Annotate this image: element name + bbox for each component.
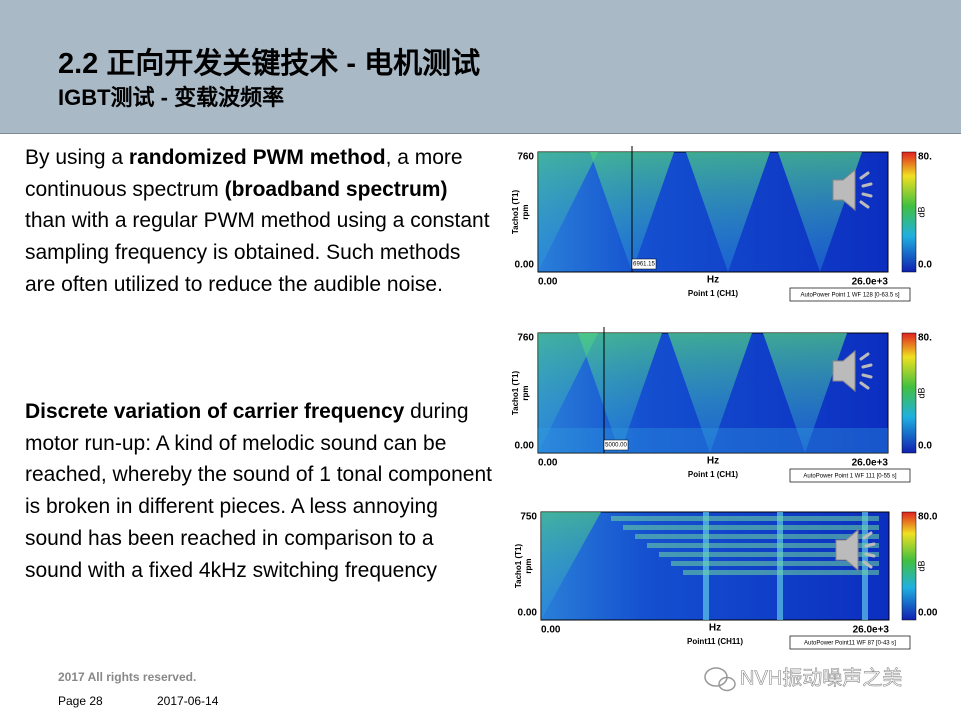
text-run: during motor run-up: A kind of melodic s… [25, 400, 492, 582]
colorbar [901, 151, 917, 273]
text-run: randomized PWM method [128, 146, 386, 169]
speaker-wave [859, 200, 870, 209]
tonal-band [647, 543, 879, 548]
label: dB [916, 206, 926, 217]
legend-box [789, 635, 911, 650]
label: dB [916, 387, 926, 398]
text-run: than with a regular PWM method using a c… [25, 209, 490, 296]
speaker-icon [835, 528, 876, 572]
label: 750 [520, 512, 537, 523]
label: 80.0 [918, 512, 938, 523]
label: 0.00 [515, 441, 535, 452]
text-run: Discrete variation of carrier frequency [25, 400, 405, 423]
harmonic [763, 333, 847, 453]
speaker-wave [861, 373, 873, 379]
harmonic [538, 152, 598, 272]
speaker-wave [864, 552, 876, 558]
subtitle: IGBT测试 - 变载波频率 [58, 85, 285, 110]
harmonic [578, 333, 662, 453]
text-run: , a more continuous spectrum [25, 146, 463, 201]
label: Point 1 (CH1) [688, 470, 739, 479]
label: 5000.00 [605, 443, 627, 449]
label: 0.00 [538, 458, 558, 469]
copyright: 2017 All rights reserved. [58, 670, 196, 684]
label: Tacho1 (T1) [511, 371, 520, 416]
label: AutoPower Point11 WF 87 [0-43 s] [804, 641, 896, 647]
paragraph: Discrete variation of carrier frequency … [25, 396, 493, 586]
label: Tacho1 (T1) [514, 544, 523, 589]
date: 2017-06-14 [157, 694, 219, 708]
broadband [538, 428, 888, 453]
speaker-wave [859, 352, 870, 361]
label: 26.0e+3 [852, 277, 889, 288]
text-run: (broadband spectrum) [224, 177, 448, 201]
title: 2.2 正向开发关键技术 - 电机测试 [58, 48, 481, 80]
label: Point 1 (CH1) [688, 289, 739, 298]
harmonic [668, 333, 752, 453]
label: AutoPower Point 1 WF 111 [0-55 s] [803, 474, 896, 480]
speaker-wave [862, 560, 873, 569]
label: dB [916, 560, 926, 571]
paragraph: By using a randomized PWM method, a more… [25, 142, 493, 301]
label: rpm [521, 385, 530, 400]
tonal-band [623, 525, 879, 530]
label: 0.00 [518, 608, 538, 619]
speaker-wave [861, 363, 873, 369]
harmonic [541, 512, 601, 620]
colorbar [901, 511, 917, 621]
label: 26.0e+3 [852, 458, 889, 469]
cursor-box [603, 439, 629, 451]
label: Tacho1 (T1) [511, 190, 520, 235]
label: 0.00 [538, 277, 558, 288]
speaker-wave [861, 192, 873, 198]
label: 0.00 [515, 260, 535, 271]
label: Hz [707, 456, 719, 467]
text-run: By using a [25, 146, 129, 169]
speaker-wave [861, 182, 873, 188]
harmonic [686, 152, 770, 272]
label: 6961.15 [633, 262, 655, 268]
wechat-icon [704, 667, 736, 692]
tonal-band [671, 561, 879, 566]
label: 80. [918, 152, 932, 163]
label: Hz [709, 623, 721, 634]
tonal-band [611, 516, 879, 521]
label: Point11 (CH11) [687, 637, 743, 646]
tonal-band [659, 552, 879, 557]
legend-box [789, 468, 911, 483]
cursor-box [631, 258, 657, 270]
tonal-band [635, 534, 879, 539]
watermark: NVH振动噪声之美 [740, 666, 902, 689]
speaker-wave [859, 171, 870, 180]
legend-box [789, 287, 911, 302]
speaker-icon [832, 168, 873, 212]
header-band [0, 0, 961, 134]
harmonic [538, 333, 598, 453]
label: AutoPower Point 1 WF 128 [0-63.5 s] [800, 293, 899, 299]
label: 0.00 [541, 625, 561, 636]
label: Hz [707, 275, 719, 286]
label: rpm [524, 558, 533, 573]
label: 760 [517, 333, 534, 344]
speaker [832, 349, 856, 393]
label: 0.0 [918, 441, 932, 452]
label: 0.0 [918, 260, 932, 271]
label: 26.0e+3 [853, 625, 890, 636]
speaker-icon [832, 349, 873, 393]
speaker [835, 528, 859, 572]
tonal-band [683, 570, 879, 575]
label: rpm [521, 204, 530, 219]
speaker-wave [862, 531, 873, 540]
label: 80. [918, 333, 932, 344]
speaker [832, 168, 856, 212]
colorbar [901, 332, 917, 454]
speaker-wave [864, 542, 876, 548]
page-number: Page 28 [58, 694, 103, 708]
label: 760 [517, 152, 534, 163]
speaker-wave [859, 381, 870, 390]
label: 0.00 [918, 608, 938, 619]
